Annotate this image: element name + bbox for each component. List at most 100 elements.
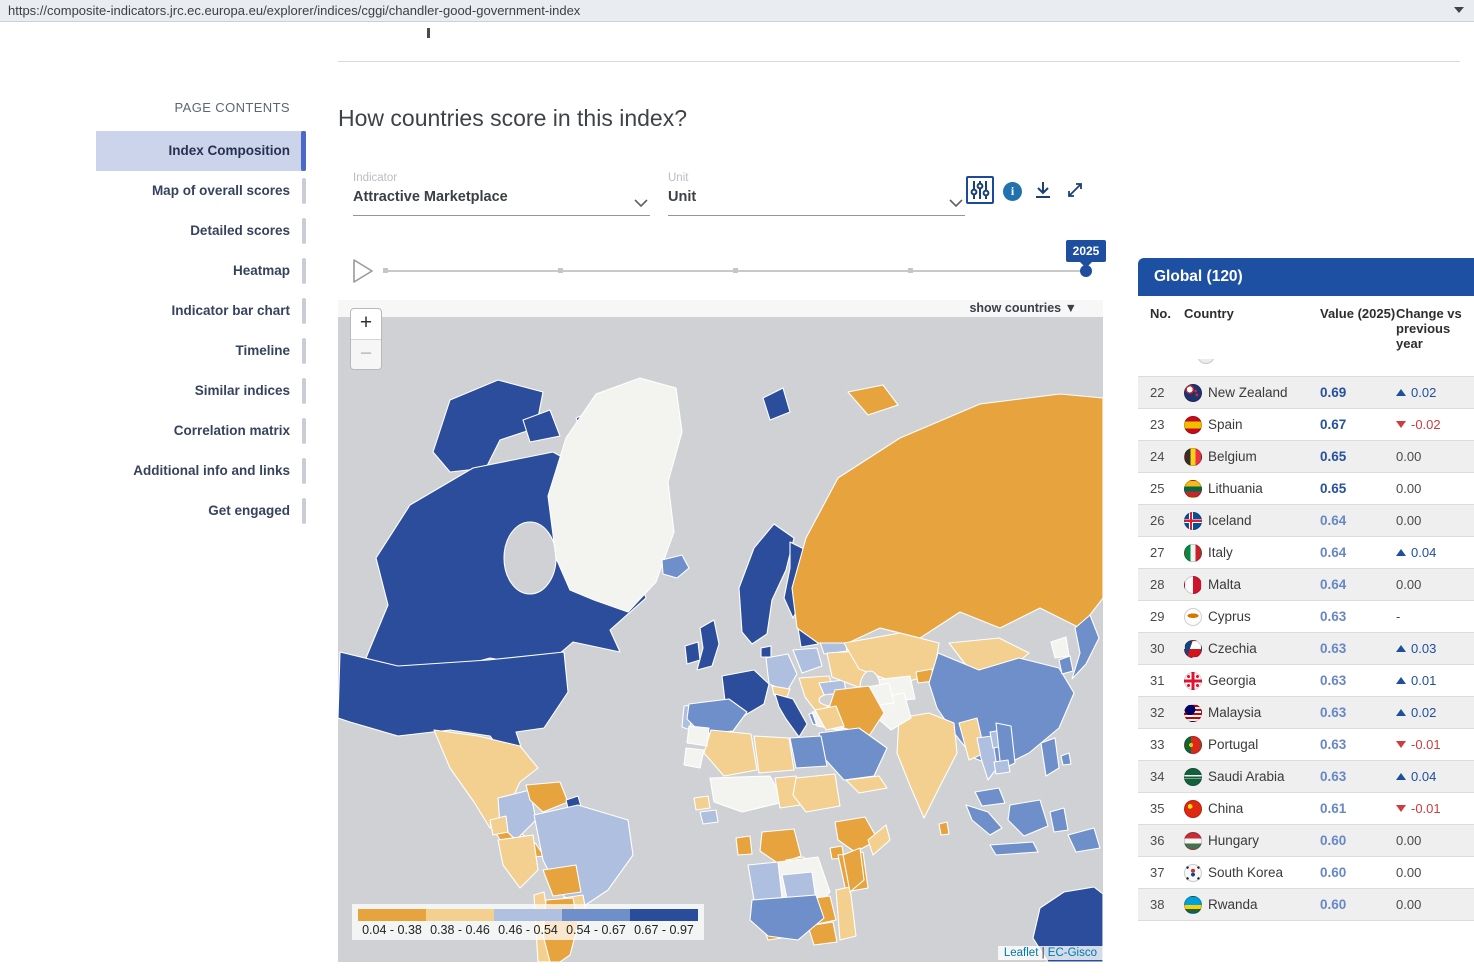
change-value: 0.04 [1411, 769, 1437, 784]
country-name: Spain [1208, 417, 1243, 432]
value-cell: 0.63 [1320, 737, 1347, 752]
legend-label: 0.67 - 0.97 [634, 923, 694, 937]
indicator-label: Indicator [353, 172, 398, 184]
table-row[interactable]: 31 Georgia 0.63 0.01 [1138, 665, 1474, 697]
sidebar-item-indicator-bar-chart[interactable]: Indicator bar chart [96, 291, 306, 331]
sidebar-item-rail [302, 298, 306, 324]
leaflet-link[interactable]: Leaflet [1003, 947, 1039, 959]
rank-cell: 26 [1150, 513, 1165, 528]
country-cell: Saudi Arabia [1184, 767, 1320, 786]
choropleth-map[interactable]: show countries ▼ + − 0.04 - 0.38 0.38 - 0… [338, 300, 1103, 962]
table-row[interactable]: 32 Malaysia 0.63 0.02 [1138, 697, 1474, 729]
sidebar-item-rail [302, 258, 306, 284]
table-row[interactable]: 35 China 0.61 -0.01 [1138, 793, 1474, 825]
change-cell: 0.00 [1396, 897, 1474, 912]
sidebar-item-detailed-scores[interactable]: Detailed scores [96, 211, 306, 251]
timeline-play-button[interactable] [351, 258, 375, 284]
col-country: Country [1184, 306, 1234, 321]
country-name: New Zealand [1208, 385, 1288, 400]
sidebar-item-label: Index Composition [168, 143, 291, 158]
unit-value: Unit [668, 189, 697, 205]
zoom-in-button[interactable]: + [351, 309, 381, 339]
table-row[interactable]: 33 Portugal 0.63 -0.01 [1138, 729, 1474, 761]
sidebar-item-heatmap[interactable]: Heatmap [96, 251, 306, 291]
sidebar-item-timeline[interactable]: Timeline [96, 331, 306, 371]
expand-button[interactable] [1064, 179, 1086, 206]
sidebar-item-label: Similar indices [194, 383, 290, 398]
sidebar-item-rail [302, 458, 306, 484]
value-cell: 0.64 [1320, 513, 1347, 528]
legend-swatch [426, 909, 494, 921]
indicator-select[interactable]: Indicator Attractive Marketplace [353, 172, 650, 216]
table-row[interactable]: 36 Hungary 0.60 0.00 [1138, 825, 1474, 857]
filter-settings-button[interactable] [966, 176, 994, 204]
timeline-handle[interactable] [1080, 265, 1092, 277]
table-row[interactable]: 30 Czechia 0.63 0.03 [1138, 633, 1474, 665]
rank-cell: 38 [1150, 897, 1165, 912]
value-cell: 0.65 [1320, 449, 1347, 464]
ecgisco-link[interactable]: EC-Gisco [1047, 947, 1097, 959]
table-row[interactable]: 26 Iceland 0.64 0.00 [1138, 505, 1474, 537]
change-cell: -0.02 [1396, 417, 1474, 432]
download-button[interactable] [1032, 179, 1054, 206]
flag [1184, 607, 1202, 626]
zoom-out-button[interactable]: − [351, 339, 381, 369]
sidebar-item-correlation-matrix[interactable]: Correlation matrix [96, 411, 306, 451]
change-value: 0.00 [1396, 833, 1422, 848]
flag [1184, 703, 1202, 722]
legend-swatch [630, 909, 698, 921]
info-button[interactable]: i [1003, 182, 1022, 201]
browser-chevron-icon[interactable] [1454, 7, 1464, 13]
value-cell: 0.63 [1320, 705, 1347, 720]
table-row[interactable]: 34 Saudi Arabia 0.63 0.04 [1138, 761, 1474, 793]
table-row[interactable]: 29 Cyprus 0.63 - [1138, 601, 1474, 633]
legend-swatch [494, 909, 562, 921]
table-row[interactable]: 38 Rwanda 0.60 0.00 [1138, 889, 1474, 921]
change-value: -0.01 [1411, 737, 1441, 752]
country-name: Saudi Arabia [1208, 769, 1285, 784]
country-cell: Malaysia [1184, 703, 1320, 722]
country-cell: Cyprus [1184, 607, 1320, 626]
table-row[interactable]: 28 Malta 0.64 0.00 [1138, 569, 1474, 601]
table-row[interactable]: 37 South Korea 0.60 0.00 [1138, 857, 1474, 889]
show-countries-toggle[interactable]: show countries ▼ [969, 301, 1077, 315]
change-up-icon [1396, 549, 1406, 556]
value-cell: 0.63 [1320, 641, 1347, 656]
value-cell: 0.64 [1320, 545, 1347, 560]
flag [1184, 671, 1202, 690]
map-attribution: Leaflet | EC-Gisco [997, 946, 1103, 960]
sidebar-item-index-composition[interactable]: Index Composition [96, 131, 306, 171]
table-row[interactable]: 24 Belgium 0.65 0.00 [1138, 441, 1474, 473]
map-zoom-control: + − [350, 308, 382, 370]
sidebar-item-map-of-overall-scores[interactable]: Map of overall scores [96, 171, 306, 211]
rank-cell: 33 [1150, 737, 1165, 752]
table-row[interactable]: 23 Spain 0.67 -0.02 [1138, 409, 1474, 441]
change-down-icon [1396, 741, 1406, 748]
col-value: Value (2025) [1320, 306, 1396, 321]
timeline-tick [908, 268, 913, 273]
change-up-icon [1396, 645, 1406, 652]
country-name: South Korea [1208, 865, 1284, 880]
timeline-tick [383, 268, 388, 273]
sidebar-item-additional-info-and-links[interactable]: Additional info and links [96, 451, 306, 491]
change-value: 0.02 [1411, 705, 1437, 720]
country-name: Hungary [1208, 833, 1260, 848]
sidebar-item-similar-indices[interactable]: Similar indices [96, 371, 306, 411]
chevron-down-icon [634, 199, 648, 207]
sidebar-item-get-engaged[interactable]: Get engaged [96, 491, 306, 531]
table-row[interactable]: 22 New Zealand 0.69 0.02 [1138, 377, 1474, 409]
legend-swatch [562, 909, 630, 921]
chevron-down-icon: ▼ [1064, 301, 1077, 315]
table-row[interactable]: 25 Lithuania 0.65 0.00 [1138, 473, 1474, 505]
table-row[interactable]: 27 Italy 0.64 0.04 [1138, 537, 1474, 569]
change-value: 0.01 [1411, 673, 1437, 688]
url-bar[interactable]: https://composite-indicators.jrc.ec.euro… [0, 0, 1474, 22]
country-cell: New Zealand [1184, 383, 1320, 402]
rank-cell: 35 [1150, 801, 1165, 816]
sliders-icon [970, 181, 990, 199]
sidebar-item-label: Correlation matrix [173, 423, 290, 438]
country-name: Rwanda [1208, 897, 1258, 912]
world-map[interactable] [338, 300, 1103, 962]
sidebar-item-rail [302, 378, 306, 404]
unit-select[interactable]: Unit Unit [668, 172, 965, 216]
